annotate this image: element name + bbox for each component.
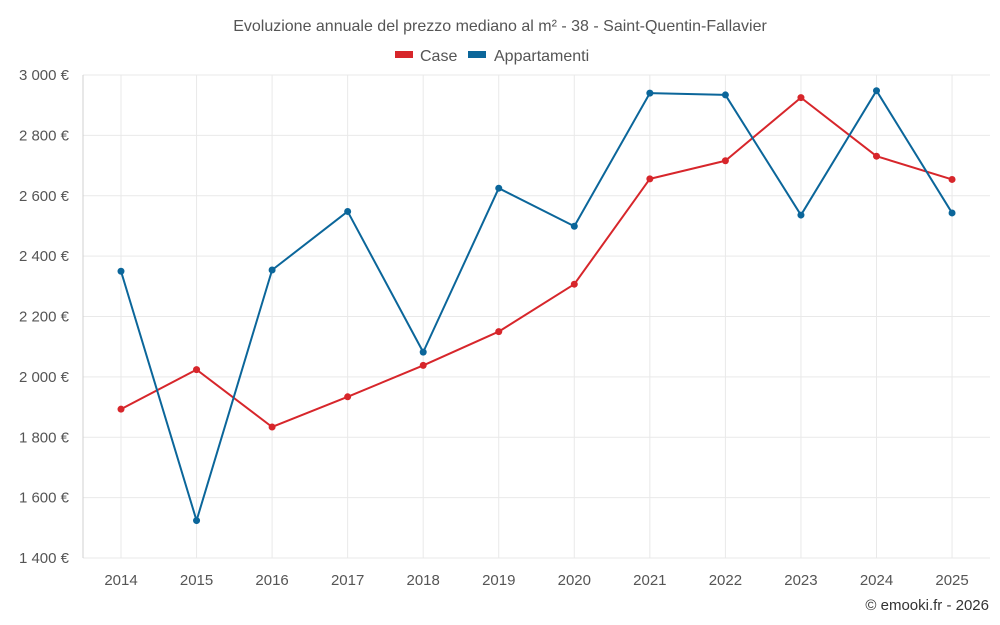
- x-tick-label: 2015: [180, 572, 213, 589]
- data-point-appartamenti-2017: [344, 207, 352, 215]
- data-point-appartamenti-2025: [948, 209, 956, 217]
- data-point-appartamenti-2022: [721, 91, 729, 99]
- x-tick-label: 2021: [633, 572, 666, 589]
- legend: Case Appartamenti: [395, 48, 589, 65]
- data-point-case-2023: [797, 94, 805, 102]
- data-point-case-2017: [344, 393, 352, 401]
- data-point-case-2018: [419, 361, 427, 369]
- y-tick-label: 2 600 €: [19, 188, 70, 205]
- x-tick-label: 2016: [255, 572, 288, 589]
- x-tick-label: 2025: [935, 572, 968, 589]
- y-axis: 3 000 € 2 800 € 2 600 € 2 400 € 2 200 € 2 000…: [19, 67, 84, 567]
- credit-text: © emooki.fr - 2026: [865, 597, 989, 614]
- y-tick-label: 3 000 €: [19, 67, 70, 84]
- y-tick-label: 1 600 €: [19, 490, 70, 507]
- x-axis: 2014 2015 2016 2017 2018 2019 2020 2021 2022 2023…: [104, 572, 968, 589]
- chart-title: Evoluzione annuale del prezzo mediano al…: [233, 18, 767, 35]
- data-point-appartamenti-2019: [495, 184, 503, 192]
- data-point-appartamenti-2020: [570, 222, 578, 230]
- y-tick-label: 2 400 €: [19, 248, 70, 265]
- data-point-case-2014: [117, 405, 125, 413]
- series-layer: [117, 87, 956, 525]
- y-tick-label: 2 200 €: [19, 309, 70, 326]
- data-point-case-2021: [646, 175, 654, 183]
- legend-label-appartamenti: Appartamenti: [494, 48, 589, 65]
- y-tick-label: 1 800 €: [19, 429, 70, 446]
- legend-swatch-appartamenti: [468, 51, 486, 58]
- series-line-appartamenti: [120, 89, 953, 522]
- data-point-case-2025: [948, 175, 956, 183]
- data-point-appartamenti-2014: [117, 267, 125, 275]
- data-point-case-2024: [873, 152, 880, 160]
- x-tick-label: 2024: [860, 572, 893, 589]
- y-tick-label: 2 800 €: [19, 127, 70, 144]
- x-tick-label: 2020: [558, 572, 591, 589]
- data-point-appartamenti-2023: [797, 211, 805, 219]
- data-point-case-2016: [268, 423, 276, 431]
- data-point-appartamenti-2016: [268, 266, 276, 274]
- x-tick-label: 2022: [709, 572, 742, 589]
- x-tick-label: 2019: [482, 572, 515, 589]
- data-point-appartamenti-2018: [419, 348, 427, 356]
- data-point-appartamenti-2021: [646, 89, 654, 97]
- data-point-case-2020: [570, 280, 578, 288]
- y-tick-label: 2 000 €: [19, 369, 70, 386]
- data-point-appartamenti-2024: [873, 87, 880, 95]
- grid: [83, 74, 990, 559]
- data-point-case-2022: [721, 157, 729, 165]
- y-tick-label: 1 400 €: [19, 550, 70, 567]
- x-tick-label: 2014: [104, 572, 137, 589]
- data-point-case-2019: [495, 328, 503, 336]
- x-tick-label: 2018: [407, 572, 440, 589]
- legend-swatch-case: [395, 51, 413, 58]
- data-point-appartamenti-2015: [193, 517, 201, 525]
- data-point-case-2015: [193, 366, 201, 374]
- x-tick-label: 2023: [784, 572, 817, 589]
- series-line-case: [120, 96, 953, 428]
- legend-label-case: Case: [420, 48, 457, 65]
- x-tick-label: 2017: [331, 572, 364, 589]
